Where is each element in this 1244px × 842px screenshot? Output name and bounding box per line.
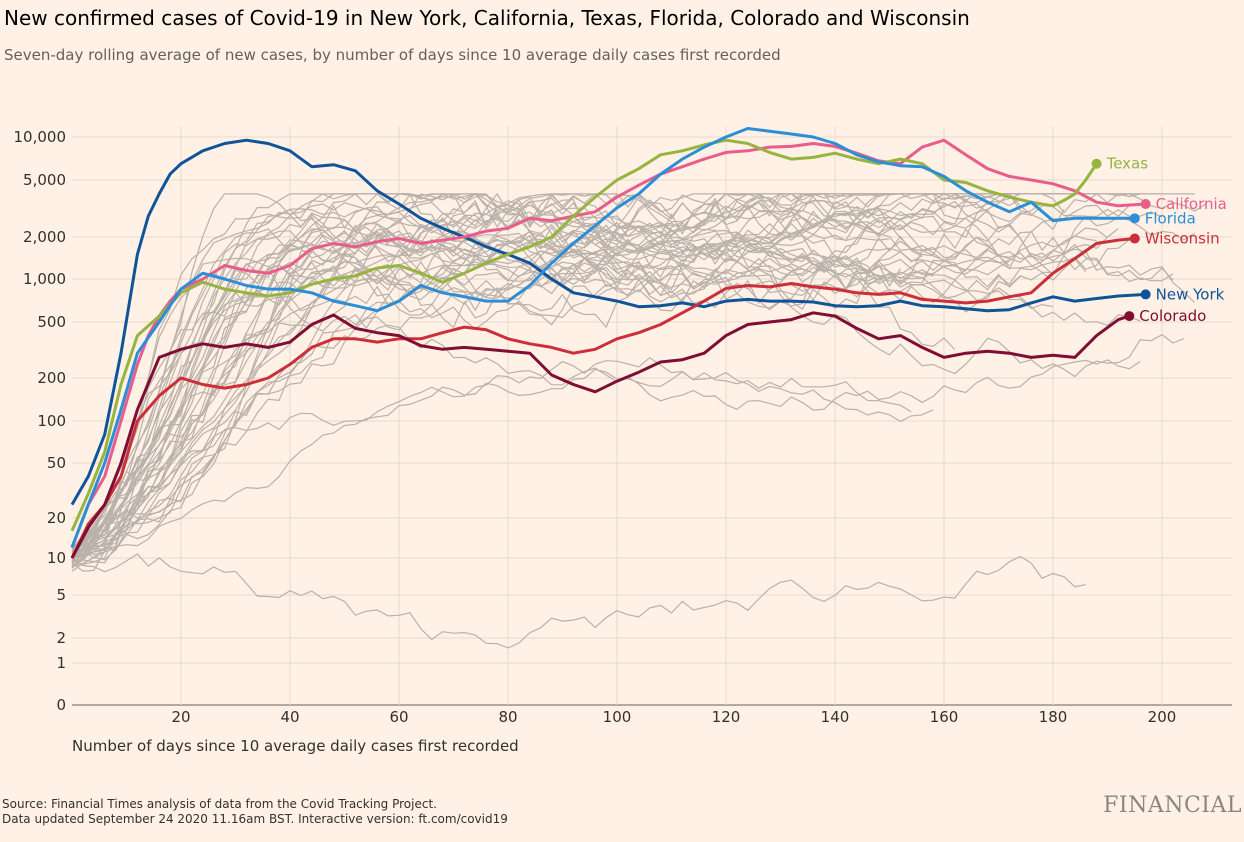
background-state-line: [71, 193, 1206, 561]
y-tick-label: 2: [56, 629, 66, 647]
y-tick-label: 10: [47, 549, 66, 567]
florida-end-marker: [1129, 213, 1140, 224]
y-tick-label: 5: [56, 586, 66, 604]
background-state-line: [71, 193, 1097, 554]
x-tick-label: 200: [1148, 708, 1177, 726]
x-tick-label: 40: [280, 708, 299, 726]
x-tick-label: 100: [603, 708, 632, 726]
california-label: California: [1156, 195, 1227, 213]
ft-logo: FINANCIAL: [1103, 793, 1242, 818]
y-tick-label: 1: [56, 654, 66, 672]
new-york-end-marker: [1140, 289, 1151, 300]
chart-title: New confirmed cases of Covid-19 in New Y…: [4, 6, 970, 30]
background-state-line: [71, 199, 967, 563]
x-tick-label: 140: [821, 708, 850, 726]
texas-line: [70, 138, 1098, 532]
background-state-line: [71, 201, 967, 565]
x-tick-label: 160: [930, 708, 959, 726]
x-tick-label: 180: [1039, 708, 1068, 726]
background-state-line: [71, 553, 1086, 649]
y-tick-label: 10,000: [14, 128, 67, 146]
wisconsin-line: [70, 237, 1135, 559]
florida-label: Florida: [1145, 209, 1196, 227]
colorado-line: [70, 311, 1130, 559]
background-state-line: [71, 247, 1010, 560]
x-axis-label: Number of days since 10 average daily ca…: [72, 737, 519, 755]
x-tick-label: 60: [389, 708, 408, 726]
background-state-line: [71, 228, 923, 572]
highlighted-state-lines: New York California Texas Florida Wisconsin C…: [70, 127, 1227, 559]
background-state-line: [71, 209, 1174, 552]
background-state-line: [71, 193, 1141, 572]
y-tick-label: 5,000: [23, 171, 66, 189]
background-state-line: [71, 324, 1141, 568]
texas-end-marker: [1091, 158, 1102, 169]
background-state-line: [71, 193, 1054, 550]
x-tick-label: 20: [171, 708, 190, 726]
background-state-line: [71, 368, 934, 559]
y-tick-label: 1,000: [23, 270, 66, 288]
background-state-line: [71, 192, 1196, 563]
y-tick-label: 200: [37, 369, 66, 387]
background-state-line: [71, 238, 1087, 560]
texas-label: Texas: [1106, 155, 1149, 173]
source-line: Source: Financial Times analysis of data…: [2, 797, 437, 811]
california-end-marker: [1140, 198, 1151, 209]
colorado-end-marker: [1124, 311, 1135, 322]
source-note: Source: Financial Times analysis of data…: [2, 797, 508, 827]
colorado-label: Colorado: [1139, 307, 1206, 325]
y-tick-label: 0: [56, 696, 66, 714]
background-state-line: [71, 193, 923, 558]
new-york-line: [70, 138, 1146, 506]
background-state-line: [71, 356, 912, 558]
y-tick-label: 50: [47, 454, 66, 472]
y-tick-label: 500: [37, 313, 66, 331]
updated-line: Data updated September 24 2020 11.16am B…: [2, 812, 508, 826]
x-tick-label: 80: [498, 708, 517, 726]
background-state-line: [71, 193, 1010, 554]
wisconsin-end-marker: [1129, 233, 1140, 244]
background-state-line: [71, 204, 1163, 551]
wisconsin-label: Wisconsin: [1145, 230, 1220, 248]
background-state-line: [71, 193, 890, 566]
y-tick-label: 100: [37, 412, 66, 430]
new-york-label: New York: [1156, 285, 1225, 303]
y-tick-label: 2,000: [23, 228, 66, 246]
x-axis-tick-labels: 20 40 60 80 100 120 140 160 180 200: [171, 708, 1176, 726]
background-state-line: [71, 205, 1130, 555]
x-tick-label: 120: [712, 708, 741, 726]
florida-line: [70, 127, 1135, 549]
background-state-line: [71, 214, 1108, 551]
background-state-line: [71, 193, 1021, 560]
chart-subtitle: Seven-day rolling average of new cases, …: [4, 46, 781, 64]
y-tick-label: 20: [47, 509, 66, 527]
background-state-line: [71, 203, 1196, 563]
